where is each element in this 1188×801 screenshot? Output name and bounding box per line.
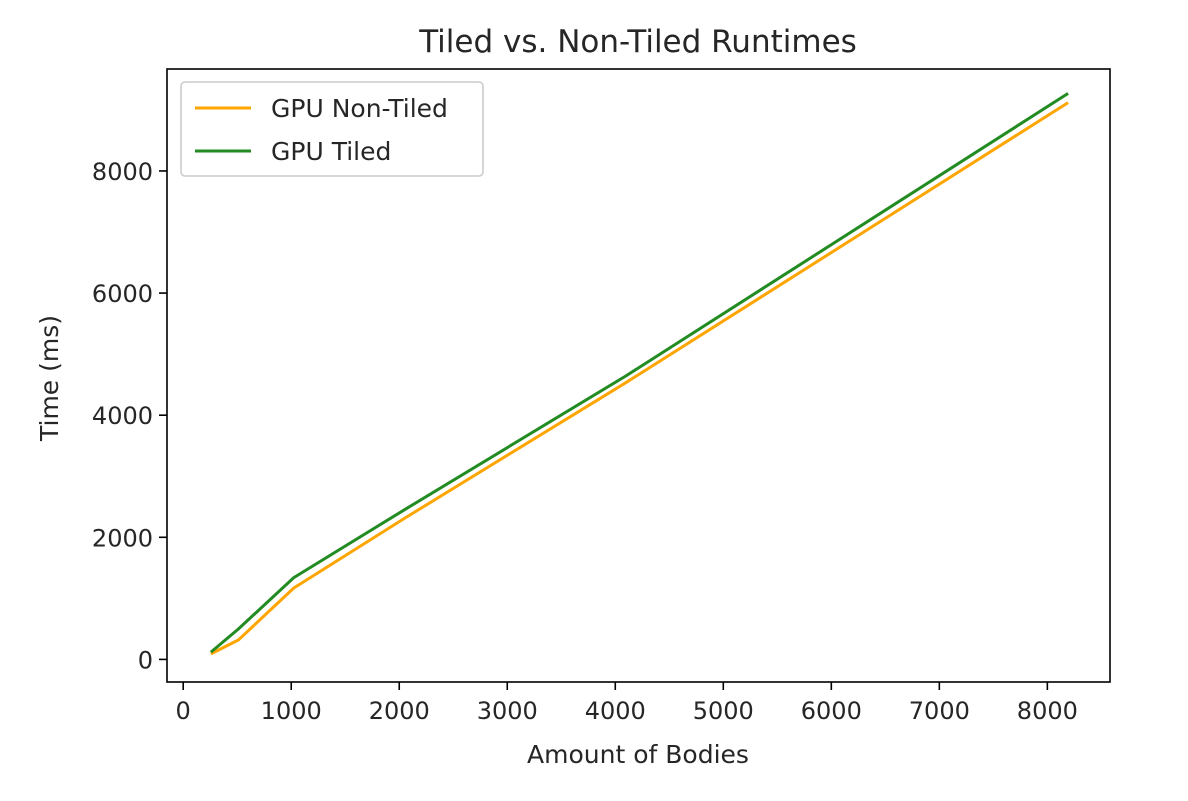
x-tick-label: 1000 bbox=[261, 697, 322, 725]
y-tick-label: 6000 bbox=[92, 280, 153, 308]
plot-lines bbox=[209, 92, 1069, 656]
chart-title: Tiled vs. Non-Tiled Runtimes bbox=[418, 24, 857, 60]
x-tick-label: 0 bbox=[176, 697, 191, 725]
y-tick-label: 2000 bbox=[92, 524, 153, 552]
legend-label-gpu-non-tiled: GPU Non-Tiled bbox=[271, 94, 448, 123]
plot-frame bbox=[166, 68, 1111, 683]
series-line-gpu-tiled bbox=[209, 92, 1069, 654]
x-tick-label: 8000 bbox=[1017, 697, 1078, 725]
legend-label-gpu-tiled: GPU Tiled bbox=[271, 137, 391, 166]
y-tick-label: 4000 bbox=[92, 402, 153, 430]
legend: GPU Non-Tiled GPU Tiled bbox=[180, 81, 484, 177]
legend-box bbox=[180, 81, 484, 177]
x-tick-label: 3000 bbox=[477, 697, 538, 725]
x-tick-label: 6000 bbox=[801, 697, 862, 725]
x-tick-label: 2000 bbox=[369, 697, 430, 725]
x-axis: 0 1000 2000 3000 4000 5000 6000 7000 8000 bbox=[176, 682, 1078, 725]
y-axis: 0 2000 4000 6000 8000 bbox=[92, 158, 167, 674]
x-axis-label: Amount of Bodies bbox=[527, 740, 749, 769]
x-tick-label: 4000 bbox=[585, 697, 646, 725]
series-line-gpu-non-tiled bbox=[210, 101, 1069, 656]
x-tick-label: 5000 bbox=[693, 697, 754, 725]
y-tick-label: 8000 bbox=[92, 158, 153, 186]
x-tick-label: 7000 bbox=[909, 697, 970, 725]
y-axis-label: Time (ms) bbox=[35, 315, 64, 442]
y-tick-label: 0 bbox=[138, 646, 153, 674]
